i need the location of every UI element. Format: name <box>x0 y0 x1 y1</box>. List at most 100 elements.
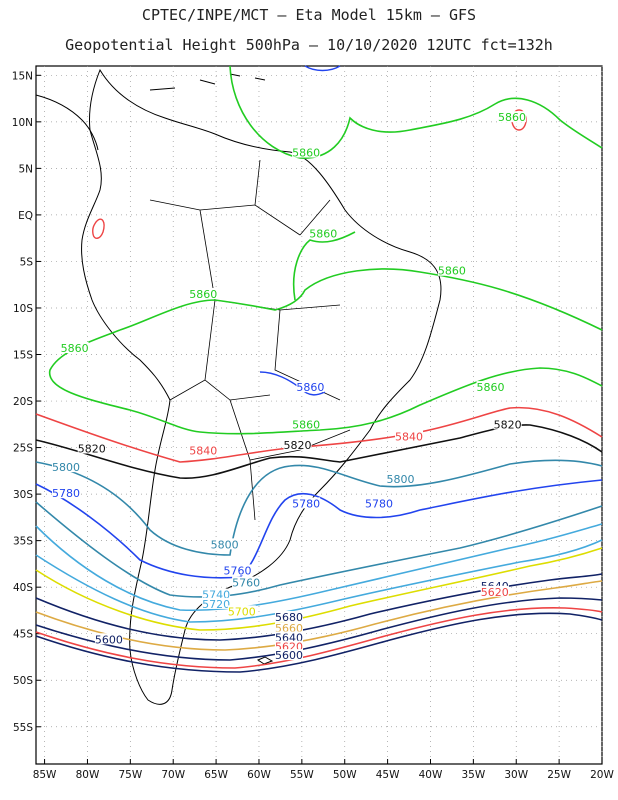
contour-5720 <box>35 539 603 623</box>
map-subtitle: Geopotential Height 500hPa – 10/10/2020 … <box>65 36 553 54</box>
contour-label-bg <box>480 585 509 597</box>
contour-label: 5820 <box>494 418 522 431</box>
contour-label-bg <box>274 622 303 634</box>
axis-ticks: 15N 10N 5N EQ 5S 10S 15S 20S 25S 30S 35S 40S 45S 50S 5… <box>12 70 615 781</box>
lon-tick-label: 55W <box>290 769 314 781</box>
contour-label-bg <box>52 487 81 499</box>
lon-tick-label: 65W <box>204 769 228 781</box>
contour-label: 5600 <box>275 649 303 662</box>
lat-tick-label: 55S <box>13 722 33 734</box>
lat-tick-label: 45S <box>13 629 33 641</box>
contour-5680 <box>35 573 603 641</box>
contour-label-bg <box>497 111 526 123</box>
lat-tick-label: 5S <box>20 256 34 268</box>
contour-5860-south <box>49 329 603 435</box>
contour-label: 5860 <box>296 381 324 394</box>
lat-tick-label: 20S <box>13 396 33 408</box>
south-america-outline <box>81 68 442 705</box>
contour-label-bg <box>60 341 89 353</box>
contour-labels: 5860 5860 5860 5860 5860 5860 5860 5860 5860 5840… <box>52 111 526 662</box>
contour-label: 5760 <box>224 564 252 577</box>
contour-5840 <box>35 406 603 463</box>
contour-label: 5800 <box>211 538 239 551</box>
lat-tick-label: 10N <box>12 117 33 129</box>
lat-tick-label: 15N <box>12 70 33 82</box>
contour-label: 5620 <box>481 586 509 599</box>
contour-label: 5860 <box>309 228 337 241</box>
lat-tick-label: EQ <box>18 210 33 222</box>
contour-label-bg <box>296 381 325 393</box>
contour-label-bg <box>202 588 231 600</box>
lon-tick-label: 80W <box>76 769 100 781</box>
contour-label-bg <box>227 605 256 617</box>
lon-tick-label: 40W <box>419 769 443 781</box>
contour-5760 <box>35 501 603 598</box>
contour-label: 5800 <box>386 473 414 486</box>
contour-5620 <box>35 607 603 669</box>
contour-label-bg <box>437 264 466 276</box>
contour-label-bg <box>480 580 509 592</box>
contour-label-bg <box>274 631 303 643</box>
contour-label: 5780 <box>365 497 393 510</box>
contour-label: 5820 <box>284 439 312 452</box>
contour-5660 <box>35 580 603 651</box>
contour-label: 5680 <box>275 611 303 624</box>
lon-tick-label: 85W <box>33 769 57 781</box>
central-america-outline <box>35 94 99 151</box>
contour-label-bg <box>202 597 231 609</box>
contour-label: 5720 <box>202 598 230 611</box>
contour-5740 <box>35 523 603 612</box>
lat-tick-label: 35S <box>13 536 33 548</box>
lat-tick-label: 5N <box>18 163 33 175</box>
contour-label-bg <box>493 418 522 430</box>
contour-5600 <box>35 612 603 673</box>
contour-5640 <box>35 597 603 661</box>
caribbean-islands <box>149 73 266 91</box>
lon-tick-label: 35W <box>461 769 485 781</box>
contour-label-bg <box>94 633 123 645</box>
lon-tick-label: 20W <box>590 769 614 781</box>
map-title: CPTEC/INPE/MCT – Eta Model 15km – GFS <box>141 6 477 24</box>
lon-tick-label: 45W <box>376 769 400 781</box>
contour-label-bg <box>292 146 321 158</box>
lat-tick-label: 30S <box>13 489 33 501</box>
contour-label: 5840 <box>189 444 217 457</box>
contour-label: 5860 <box>438 265 466 278</box>
contour-label: 5780 <box>292 497 320 510</box>
lon-tick-label: 30W <box>504 769 528 781</box>
contour-label: 5860 <box>477 381 505 394</box>
lat-tick-label: 40S <box>13 582 33 594</box>
contour-5860-mid <box>119 268 603 331</box>
contour-label: 5840 <box>395 430 423 443</box>
contour-label: 5600 <box>95 633 123 646</box>
contour-label-bg <box>52 461 81 473</box>
contour-label-bg <box>274 610 303 622</box>
contour-label: 5700 <box>228 605 256 618</box>
contour-label: 5860 <box>498 111 526 124</box>
contour-5700 <box>35 547 603 631</box>
contour-label-bg <box>223 564 252 576</box>
contour-label-bg <box>395 430 424 442</box>
contour-label-bg <box>232 576 261 588</box>
falkland-islands <box>256 656 274 665</box>
contour-5860-amazon <box>292 231 356 301</box>
contour-label-bg <box>386 473 415 485</box>
contour-label-bg <box>274 640 303 652</box>
contour-label-bg <box>309 227 338 239</box>
contour-label-bg <box>365 497 394 509</box>
lat-tick-label: 25S <box>13 443 33 455</box>
contour-label-bg <box>210 538 239 550</box>
contour-5820 <box>35 424 603 479</box>
lon-tick-label: 50W <box>333 769 357 781</box>
lon-tick-label: 70W <box>161 769 185 781</box>
lat-tick-label: 50S <box>13 675 33 687</box>
contour-5840-closed-andes <box>92 218 105 239</box>
contour-label-bg <box>189 288 218 300</box>
contour-5780 <box>35 479 603 579</box>
lon-tick-label: 25W <box>547 769 571 781</box>
lon-tick-label: 60W <box>247 769 271 781</box>
contour-lines <box>35 65 603 673</box>
contour-label: 5800 <box>52 461 80 474</box>
contour-label: 5860 <box>292 418 320 431</box>
contour-label: 5760 <box>232 577 260 590</box>
